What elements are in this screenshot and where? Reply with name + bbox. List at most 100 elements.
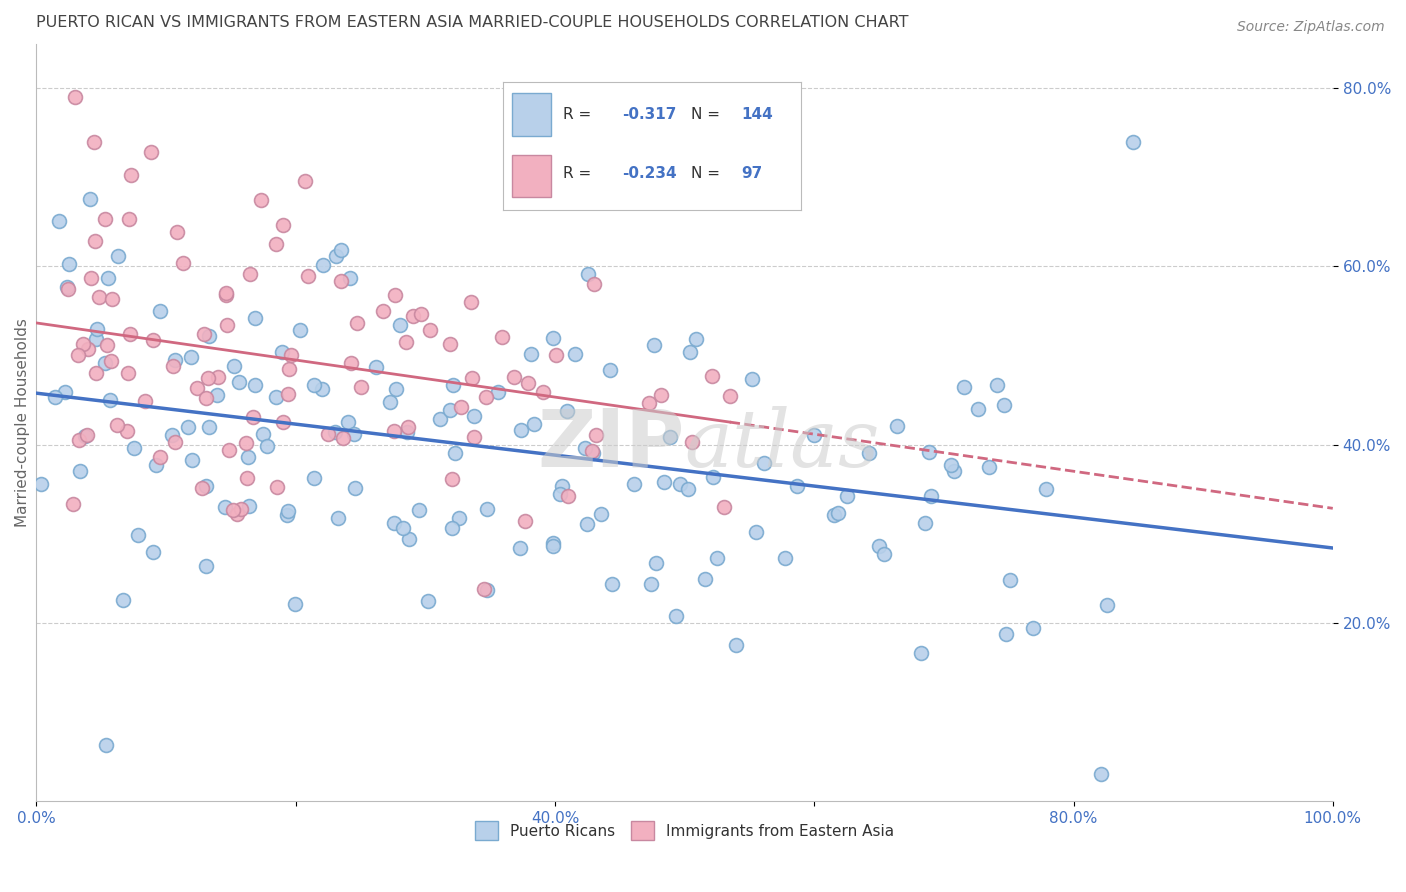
Point [194, 478, 217, 492]
Point [460, 295, 482, 310]
Point [993, 397, 1015, 411]
Point [472, 582, 495, 596]
Point [222, 503, 245, 517]
Point [84, 234, 107, 248]
Point [328, 511, 350, 525]
Point [80, 271, 103, 285]
Point [551, 478, 574, 492]
Point [640, 577, 662, 591]
Point [685, 332, 707, 346]
Point [100, 353, 122, 368]
Point [582, 277, 605, 291]
Point [650, 388, 672, 402]
Point [441, 378, 464, 392]
Point [398, 532, 420, 546]
Point [752, 456, 775, 470]
Point [329, 274, 352, 288]
Point [149, 304, 172, 318]
Point [218, 443, 240, 458]
Point [396, 425, 419, 440]
Point [544, 348, 567, 362]
Point [97, 271, 120, 285]
Point [245, 311, 267, 326]
Text: atlas: atlas [685, 406, 880, 483]
Point [277, 362, 299, 376]
Point [475, 502, 498, 516]
Point [581, 444, 603, 458]
Point [384, 287, 406, 301]
Point [520, 347, 543, 361]
Point [98, 392, 121, 407]
Point [112, 592, 135, 607]
Point [84, 332, 107, 346]
Point [576, 268, 599, 282]
Point [118, 212, 141, 227]
Point [600, 577, 623, 591]
Point [297, 268, 319, 283]
Point [858, 446, 880, 460]
Point [868, 539, 890, 553]
Text: ZIP: ZIP [537, 406, 685, 484]
Point [574, 441, 596, 455]
Point [94, 356, 117, 370]
Point [475, 582, 498, 597]
Point [67, 433, 90, 447]
Text: PUERTO RICAN VS IMMIGRANTS FROM EASTERN ASIA MARRIED-COUPLE HOUSEHOLDS CORRELATI: PUERTO RICAN VS IMMIGRANTS FROM EASTERN … [37, 15, 908, 30]
Point [1035, 483, 1057, 497]
Point [509, 541, 531, 555]
Point [329, 244, 352, 258]
Point [30, 476, 52, 491]
Point [439, 336, 461, 351]
Point [385, 382, 408, 396]
Point [190, 481, 212, 495]
Point [266, 390, 288, 404]
Point [741, 372, 763, 386]
Point [786, 479, 808, 493]
Point [523, 169, 546, 184]
Point [382, 424, 405, 438]
Point [953, 380, 976, 394]
Point [215, 288, 238, 302]
Point [659, 430, 682, 444]
Point [225, 508, 247, 522]
Point [193, 326, 215, 341]
Point [713, 500, 735, 514]
Point [62, 497, 84, 511]
Point [76, 343, 98, 357]
Point [242, 410, 264, 425]
Point [564, 347, 586, 361]
Point [679, 344, 702, 359]
Point [66, 348, 89, 362]
Point [599, 363, 621, 377]
Point [450, 400, 472, 414]
Point [94, 211, 117, 226]
Point [86, 322, 108, 336]
Point [115, 424, 138, 438]
Point [510, 423, 533, 437]
Point [486, 384, 509, 399]
Point [837, 489, 859, 503]
Point [702, 368, 724, 383]
Point [177, 420, 200, 434]
Point [69, 464, 91, 478]
Point [198, 328, 221, 343]
Point [142, 333, 165, 347]
Point [343, 481, 366, 495]
Point [520, 193, 543, 207]
Point [58, 282, 80, 296]
Point [886, 419, 908, 434]
Point [676, 482, 699, 496]
Point [439, 402, 461, 417]
Point [409, 307, 432, 321]
Point [235, 436, 257, 450]
Point [718, 389, 741, 403]
Point [197, 419, 219, 434]
Point [160, 427, 183, 442]
Point [141, 545, 163, 559]
Point [239, 268, 262, 282]
Point [977, 460, 1000, 475]
Point [162, 359, 184, 373]
Point [228, 375, 250, 389]
Point [914, 516, 936, 530]
Point [827, 507, 849, 521]
